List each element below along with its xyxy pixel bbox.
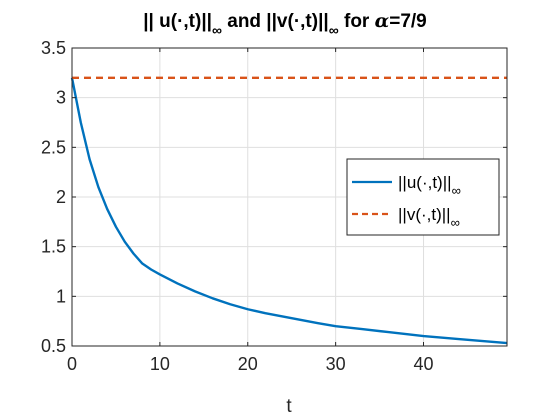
series-line-u — [70, 77, 508, 345]
x-tick-label: 10 — [150, 354, 170, 374]
title-alpha: α — [375, 10, 390, 32]
legend-label-u-main: ||u(·,t)|| — [398, 173, 452, 192]
x-tick-label: 40 — [413, 354, 433, 374]
y-tick-label: 0.5 — [41, 336, 66, 356]
y-ticks: 0.5 1 1.5 2 2.5 3 3.5 — [41, 38, 507, 356]
y-tick-label: 3 — [56, 88, 66, 108]
legend-label-u-sub: ∞ — [452, 183, 461, 198]
chart-title: || u(·,t)||∞ and ||v(·,t)||∞ for α=7/9 — [143, 10, 427, 38]
y-tick-label: 2 — [56, 187, 66, 207]
title-for: for — [339, 11, 375, 32]
x-tick-label: 20 — [238, 354, 258, 374]
title-sub-1: ∞ — [212, 22, 222, 38]
y-tick-label: 2.5 — [41, 137, 66, 157]
x-ticks: 0 10 20 30 40 — [67, 48, 434, 374]
legend-label-v-sub: ∞ — [451, 215, 460, 230]
title-prefix: || u(·,t)|| — [143, 11, 212, 32]
title-sub-2: ∞ — [329, 22, 339, 38]
x-tick-label: 0 — [67, 354, 77, 374]
y-tick-label: 1 — [56, 286, 66, 306]
legend-label-u: ||u(·,t)||∞ — [398, 173, 461, 198]
legend-label-v-main: ||v(·,t)|| — [398, 205, 451, 224]
title-alpha-value: =7/9 — [389, 11, 427, 32]
y-tick-label: 1.5 — [41, 237, 66, 257]
x-axis-label: t — [286, 396, 292, 417]
grid-lines — [71, 47, 507, 347]
y-tick-label: 3.5 — [41, 38, 66, 58]
title-mid: and ||v(·,t)|| — [222, 11, 329, 32]
x-tick-label: 30 — [326, 354, 346, 374]
legend-label-v: ||v(·,t)||∞ — [398, 205, 460, 230]
data-series — [70, 76, 508, 345]
legend: ||u(·,t)||∞ ||v(·,t)||∞ — [346, 158, 500, 236]
legend-box — [346, 158, 500, 236]
